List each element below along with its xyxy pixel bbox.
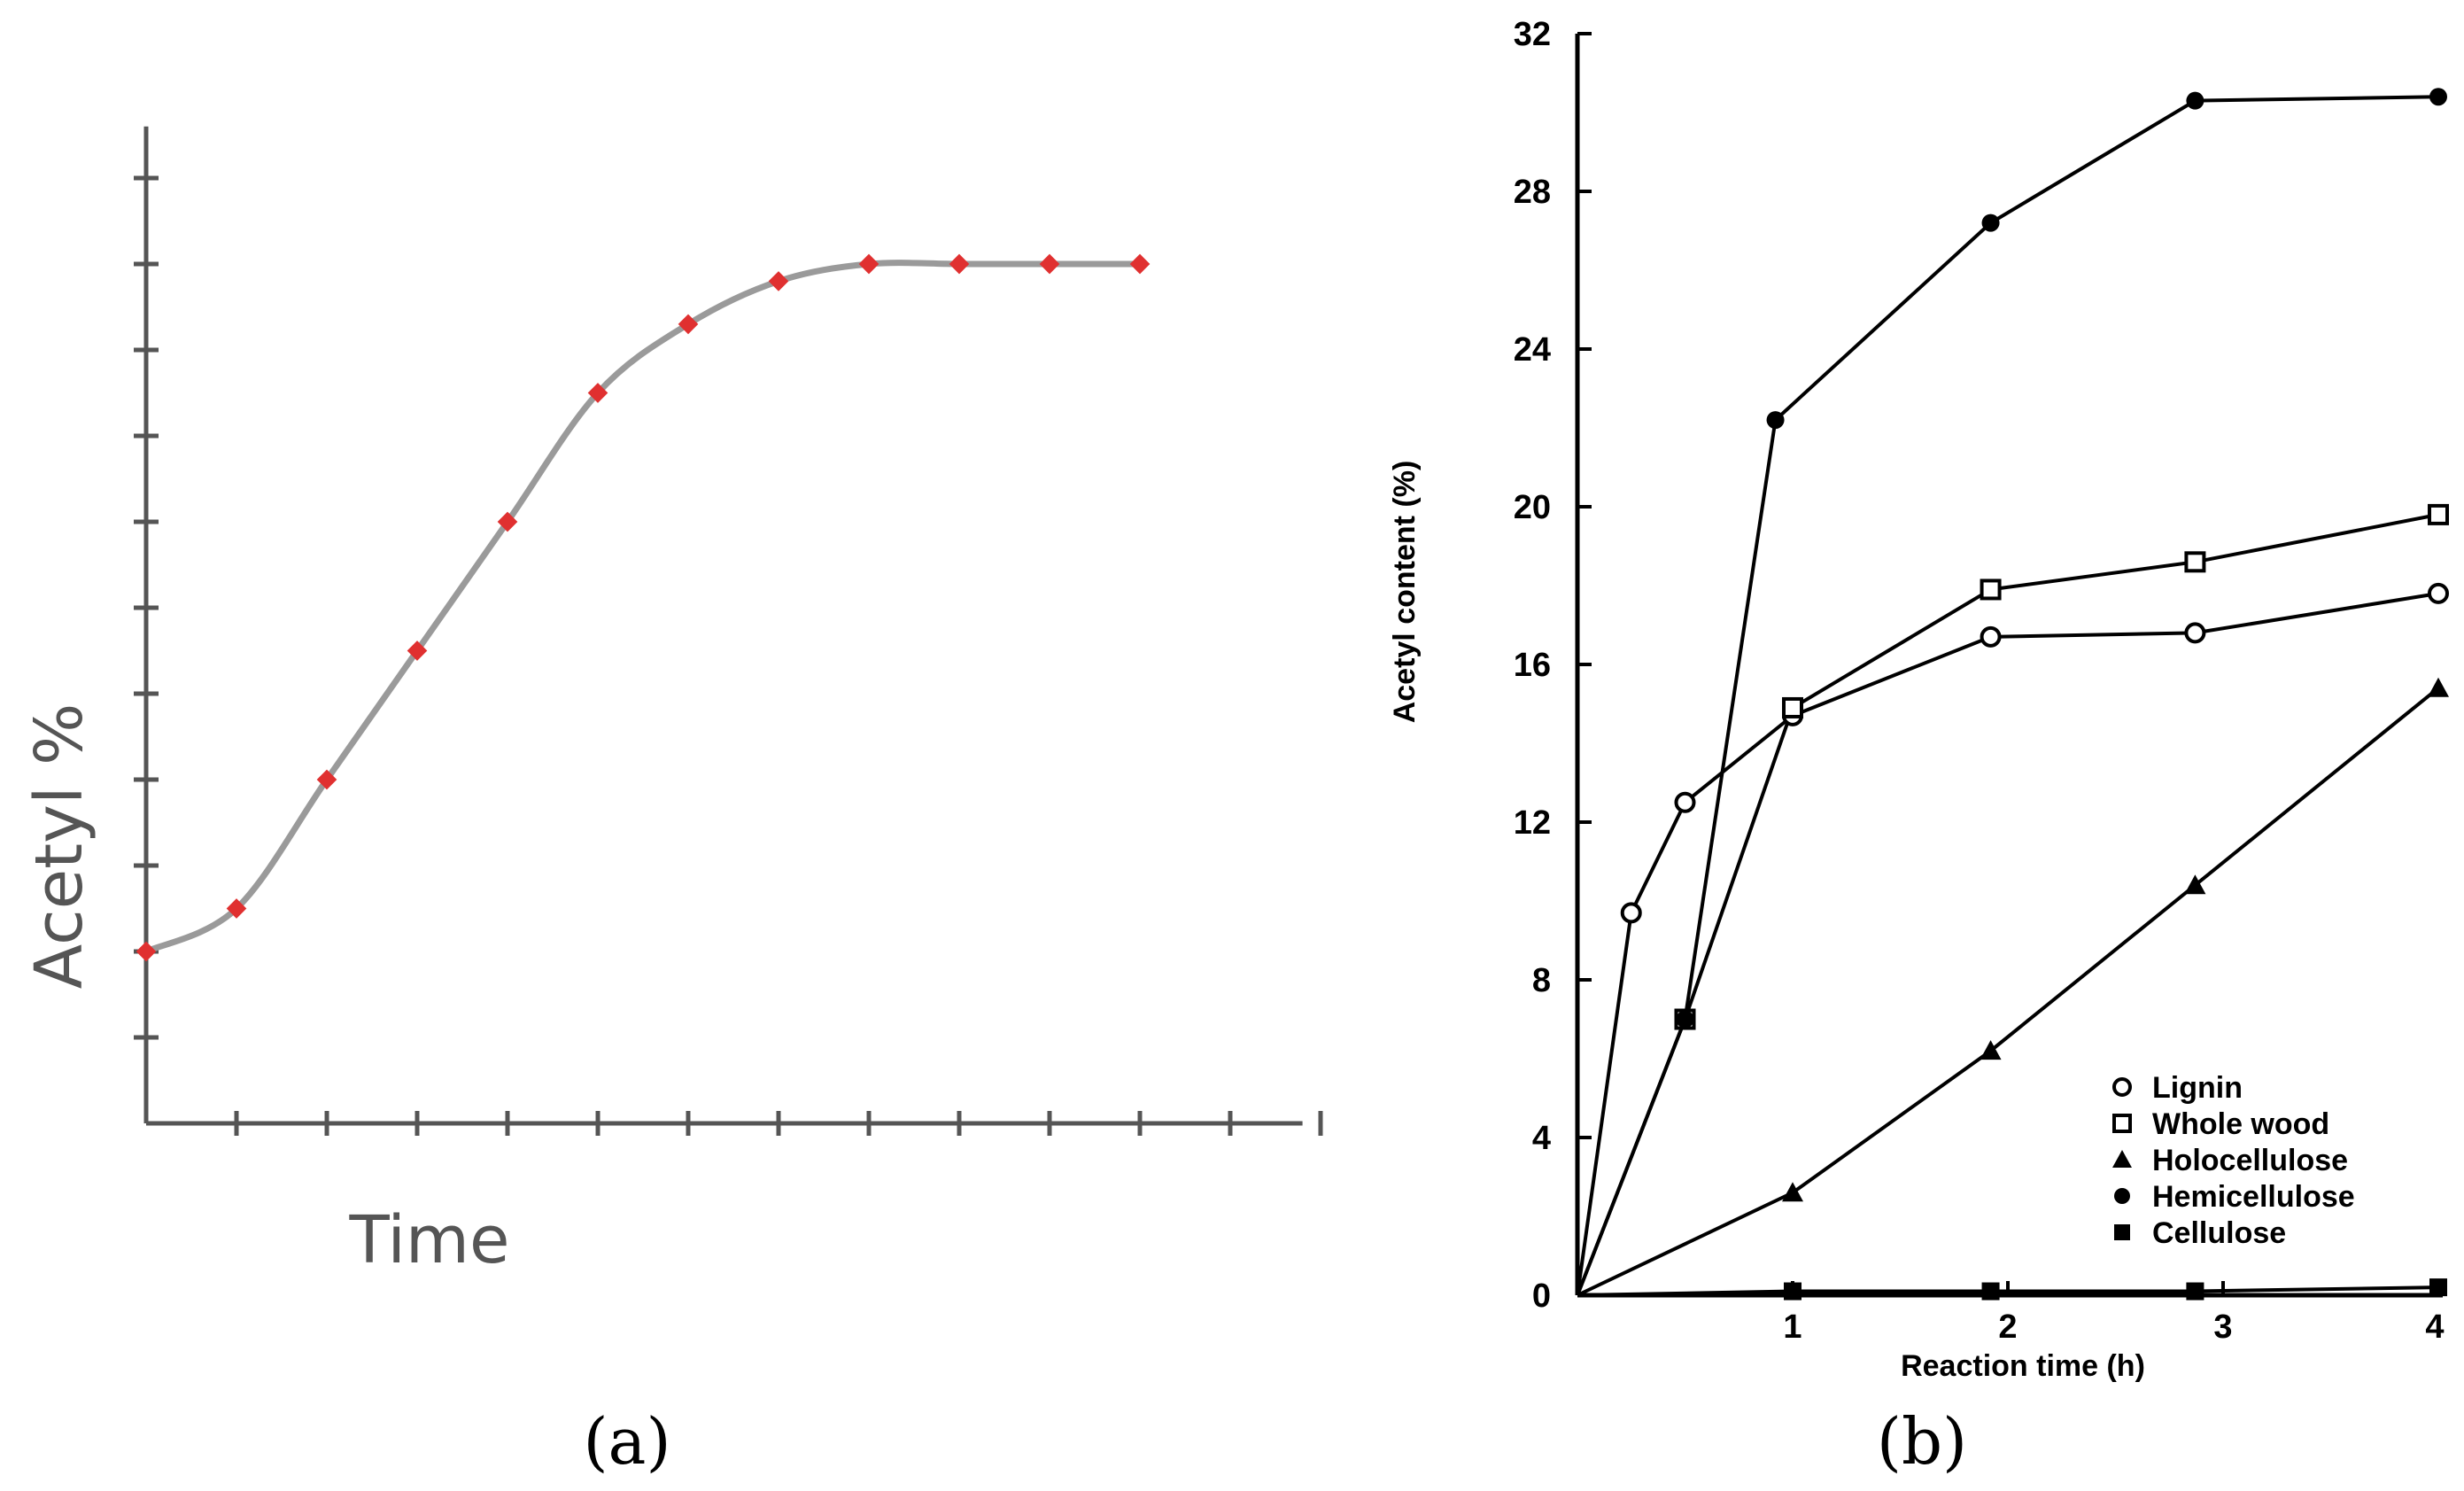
- panel-a-data-point: [587, 383, 608, 403]
- panel-b-x-tick-label: 1: [1783, 1309, 1802, 1346]
- panel-b-point-hemicellulose: [1981, 214, 2000, 232]
- panel-b-point-holocellulose: [2428, 677, 2449, 697]
- panel-a-data-point: [136, 941, 157, 962]
- panel-b-line-hemicellulose: [1576, 95, 2439, 1296]
- panel-b-x-tick-label: 3: [2213, 1309, 2232, 1346]
- panel-b-y-tick-label: 28: [1514, 174, 1551, 211]
- panel-b-legend-label-whole-wood: Whole wood: [2152, 1107, 2329, 1141]
- panel-b-axes: [1575, 32, 2443, 1298]
- panel-b-y-axis-label: Acetyl content (%): [1388, 461, 1422, 724]
- panel-b-point-whole-wood: [1980, 579, 2002, 601]
- panel-b-series-markers: [1620, 88, 2449, 1301]
- panel-b-point-lignin: [1980, 625, 2002, 648]
- panel-b-point-lignin: [1674, 791, 1696, 813]
- panel-a-curve: [144, 260, 1140, 955]
- panel-b-legend-marker-cellulose: [2114, 1224, 2130, 1240]
- panel-a-data-point: [497, 511, 518, 532]
- panel-b-legend-label-hemicellulose: Hemicellulose: [2152, 1180, 2355, 1214]
- panel-b-x-tick-label: 0: [1532, 1277, 1551, 1315]
- panel-a-points: [136, 253, 1151, 962]
- panel-b-point-hemicellulose: [1766, 411, 1785, 430]
- panel-b-point-cellulose: [1784, 1282, 1802, 1301]
- panel-b-x-tick-label: 2: [1998, 1309, 2017, 1346]
- panel-b-point-lignin: [2428, 582, 2449, 604]
- panel-b-point-cellulose: [2429, 1278, 2447, 1297]
- panel-a-data-point: [316, 769, 337, 790]
- panel-b-point-lignin: [2184, 622, 2206, 644]
- panel-b-legend-marker-holocellulose: [2112, 1150, 2132, 1168]
- panel-b-legend-label-holocellulose: Holocellulose: [2152, 1144, 2348, 1177]
- panel-b-point-hemicellulose: [2186, 91, 2204, 110]
- panel-a-data-point: [949, 253, 970, 275]
- panel-b-y-tick-label: 12: [1514, 804, 1551, 842]
- panel-b-x-tick-label: 4: [2425, 1309, 2444, 1346]
- panel-b-y-tick-label: 8: [1532, 962, 1551, 999]
- panel-b-y-tick-label: 16: [1514, 647, 1551, 684]
- panel-b-y-tick-label: 4: [1532, 1120, 1551, 1157]
- panel-b-caption: (b): [1877, 1404, 1967, 1479]
- panel-b-y-tick-label: 32: [1514, 16, 1551, 53]
- panel-b-legend-marker-whole-wood: [2112, 1114, 2132, 1133]
- panel-a-data-point: [768, 271, 789, 291]
- panel-b-point-whole-wood: [2428, 503, 2449, 525]
- panel-b-point-hemicellulose: [2429, 88, 2447, 106]
- panel-b-point-cellulose: [1981, 1282, 2000, 1301]
- panel-a-data-point: [858, 253, 879, 275]
- panel-a-data-point: [1129, 253, 1151, 275]
- panel-b-point-holocellulose: [1980, 1040, 2002, 1060]
- panel-b-legend-label-cellulose: Cellulose: [2152, 1216, 2286, 1250]
- panel-b-point-holocellulose: [1782, 1182, 1803, 1202]
- panel-b-legend-marker-lignin: [2112, 1077, 2132, 1097]
- panel-b-line-whole-wood: [1576, 512, 2439, 1296]
- panel-b-legend-marker-hemicellulose: [2114, 1188, 2130, 1204]
- panel-b-y-tick-label: 20: [1514, 489, 1551, 526]
- panel-b-point-hemicellulose: [1676, 1010, 1694, 1029]
- panel-b-point-whole-wood: [2184, 551, 2206, 573]
- panel-a-y-axis-label: Acetyl %: [21, 703, 97, 990]
- panel-b-y-tick-label: 24: [1514, 331, 1551, 369]
- panel-b-point-holocellulose: [2184, 874, 2206, 895]
- panel-b-point-whole-wood: [1782, 696, 1803, 718]
- panel-a-caption: (a): [583, 1404, 670, 1479]
- panel-b-legend-label-lignin: Lignin: [2152, 1071, 2243, 1105]
- panel-a-data-point: [678, 314, 699, 335]
- panel-a-data-point: [407, 641, 428, 661]
- panel-a-chart: Time Acetyl %: [21, 126, 1323, 1278]
- panel-a-curve-path: [144, 260, 1140, 955]
- panel-a-x-axis-label: Time: [348, 1202, 509, 1278]
- panel-b-x-axis-label: Reaction time (h): [1901, 1349, 2145, 1383]
- panel-a-data-point: [226, 898, 247, 919]
- panel-b-point-lignin: [1620, 902, 1642, 924]
- panel-a-data-point: [1039, 253, 1060, 275]
- panel-b-point-cellulose: [2186, 1282, 2204, 1301]
- panel-a-axes: [134, 126, 1323, 1136]
